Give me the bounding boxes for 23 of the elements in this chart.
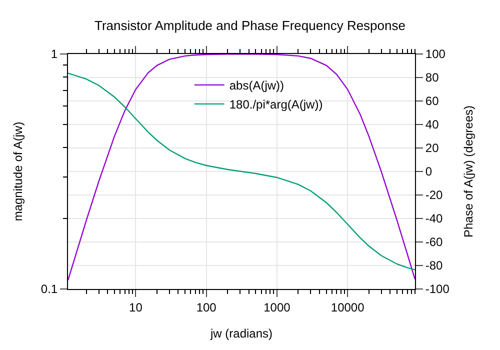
x-axis-title: jw (radians) [209, 326, 273, 340]
x-tick-label: 100 [196, 300, 217, 314]
y2-tick-label: -80 [425, 258, 444, 273]
y2-tick-label: 60 [425, 94, 440, 108]
y-axis-title: magnitude of A(jw) [11, 122, 26, 222]
chart-title: Transistor Amplitude and Phase Frequency Response [94, 18, 406, 34]
y2-tick-label: 40 [425, 118, 440, 132]
x-tick-label: 1000 [264, 300, 291, 314]
y2-tick-label: 80 [425, 70, 440, 85]
y2-axis-title: Phase of A(jw) (degrees) [462, 105, 476, 238]
y2-tick-label: -40 [425, 212, 444, 226]
y-tick-label: 1 [50, 47, 58, 62]
x-tick-label: 10 [129, 300, 143, 314]
y2-tick-label: 100 [425, 47, 446, 62]
x-tick-label: 10000 [330, 300, 365, 314]
y2-tick-label: -100 [425, 282, 450, 296]
legend-label: 180./pi*arg(A(jw)) [229, 98, 323, 112]
y2-tick-label: 0 [425, 164, 432, 179]
y2-tick-label: -60 [425, 235, 444, 250]
y-tick-label: 0.1 [40, 282, 58, 296]
y2-tick-label: 20 [425, 141, 440, 156]
legend-label: abs(A(jw)) [229, 78, 284, 93]
y2-tick-label: -20 [425, 188, 444, 202]
